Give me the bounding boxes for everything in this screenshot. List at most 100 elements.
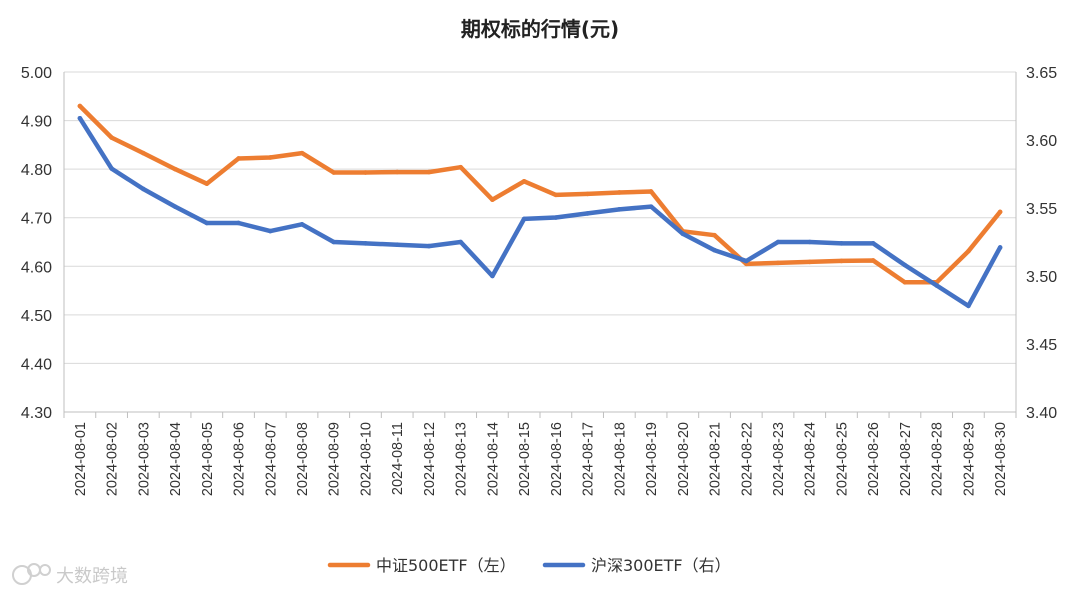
- series-1-point: [490, 273, 495, 279]
- series-0-point: [870, 258, 876, 263]
- y-right-tick-label: 3.65: [1026, 65, 1057, 82]
- x-tick-label: 2024-08-29: [961, 422, 977, 496]
- series-1-point: [172, 204, 178, 209]
- y-left-tick-label: 4.90: [21, 114, 52, 131]
- series-0-point: [775, 260, 781, 266]
- x-tick-label: 2024-08-13: [454, 422, 470, 496]
- y-left-tick-label: 4.40: [21, 356, 52, 373]
- series-0-point: [267, 155, 273, 160]
- y-right-tick-label: 3.45: [1026, 337, 1057, 354]
- x-tick-label: 2024-08-11: [390, 422, 406, 495]
- watermark-text: 大数跨境: [56, 566, 128, 587]
- x-tick-label: 2024-08-09: [327, 422, 343, 496]
- series-1-point: [997, 245, 1003, 250]
- y-left-tick-label: 5.00: [21, 65, 52, 82]
- series-0-point: [299, 150, 305, 156]
- series-0-point: [204, 181, 210, 187]
- x-tick-label: 2024-08-12: [422, 422, 438, 496]
- x-tick-label: 2024-08-21: [708, 422, 724, 496]
- series-1-point: [839, 241, 844, 246]
- x-tick-label: 2024-08-24: [803, 422, 819, 496]
- x-tick-label: 2024-08-28: [930, 422, 946, 496]
- series-0-point: [997, 209, 1003, 215]
- series-1-point: [807, 239, 813, 245]
- series-1-point: [109, 166, 114, 171]
- series-lines: [77, 103, 1003, 309]
- series-0-point: [141, 150, 146, 156]
- series-1-point: [331, 239, 337, 245]
- x-tick-label: 2024-08-23: [771, 422, 787, 496]
- series-1-point: [77, 115, 83, 121]
- x-tick-label: 2024-08-03: [136, 422, 152, 496]
- series-1-point: [426, 243, 432, 249]
- series-0-point: [553, 192, 559, 198]
- x-tick-label: 2024-08-19: [644, 422, 660, 496]
- x-tick-label: 2024-08-06: [232, 422, 248, 496]
- watermark-logo-icon: [12, 563, 51, 585]
- series-0-point: [648, 189, 654, 194]
- x-tick-label: 2024-08-04: [168, 422, 184, 496]
- series-0-point: [521, 178, 527, 184]
- x-tick-label: 2024-08-20: [676, 422, 692, 496]
- series-1-point: [648, 204, 654, 209]
- series-0-point: [236, 156, 241, 161]
- legend: 中证500ETF（左） 沪深300ETF（右）: [327, 556, 731, 575]
- x-tick-label: 2024-08-15: [517, 422, 533, 496]
- series-1-point: [870, 241, 876, 246]
- y-right-tick-label: 3.40: [1026, 405, 1057, 422]
- series-0-point: [172, 166, 178, 172]
- series-0-point: [331, 170, 337, 175]
- series-1-point: [712, 247, 717, 253]
- series-1-point: [236, 220, 241, 226]
- legend-label-0: 中证500ETF（左）: [376, 556, 516, 575]
- series-1-point: [299, 222, 305, 227]
- series-0-point: [966, 248, 971, 254]
- x-tick-label: 2024-08-10: [358, 422, 374, 496]
- series-0-point: [617, 190, 622, 195]
- x-tick-label: 2024-08-01: [73, 422, 89, 496]
- series-1-point: [553, 215, 559, 220]
- series-1-point: [363, 241, 368, 246]
- series-0-point: [902, 280, 908, 285]
- x-tick-label: 2024-08-02: [105, 422, 121, 496]
- y-right-tick-label: 3.60: [1026, 133, 1057, 150]
- y-left-tick-label: 4.70: [21, 211, 52, 228]
- axes: 4.30 4.40 4.50 4.60 4.70 4.80 4.90 5.00 3.40 3.45…: [21, 65, 1057, 496]
- series-1-point: [743, 258, 749, 264]
- series-0-point: [807, 259, 813, 265]
- y-right-tick-label: 3.50: [1026, 269, 1057, 286]
- series-1-point: [141, 186, 146, 192]
- x-tick-label: 2024-08-16: [549, 422, 565, 496]
- watermark: 大数跨境: [12, 563, 128, 587]
- legend-label-1: 沪深300ETF（右）: [591, 556, 731, 575]
- series-1-point: [966, 303, 971, 309]
- series-line-1: [77, 115, 1003, 309]
- x-tick-label: 2024-08-26: [866, 422, 882, 496]
- series-0-point: [77, 103, 83, 109]
- series-1-point: [458, 239, 463, 245]
- x-tick-label: 2024-08-07: [263, 422, 279, 496]
- series-1-point: [617, 207, 622, 212]
- series-0-point: [394, 169, 400, 175]
- series-0-point: [839, 258, 844, 264]
- series-1-point: [585, 211, 590, 216]
- series-0-point: [458, 164, 463, 170]
- series-0-point: [363, 170, 368, 175]
- y-left-tick-label: 4.80: [21, 162, 52, 179]
- y-left-tick-label: 4.50: [21, 308, 52, 325]
- x-tick-label: 2024-08-27: [898, 422, 914, 496]
- x-tick-label: 2024-08-22: [739, 422, 755, 496]
- y-left-tick-label: 4.30: [21, 405, 52, 422]
- x-tick-label: 2024-08-30: [993, 422, 1009, 496]
- series-1-point: [680, 231, 686, 237]
- series-0-point: [426, 169, 432, 175]
- series-0-point: [712, 232, 717, 238]
- series-1-point: [267, 228, 273, 234]
- series-1-point: [394, 242, 400, 248]
- x-tick-label: 2024-08-25: [834, 422, 850, 496]
- y-left-tick-label: 4.60: [21, 259, 52, 276]
- x-tick-label: 2024-08-08: [295, 422, 311, 496]
- x-tick-label: 2024-08-05: [200, 422, 216, 496]
- x-tick-label: 2024-08-14: [485, 422, 501, 496]
